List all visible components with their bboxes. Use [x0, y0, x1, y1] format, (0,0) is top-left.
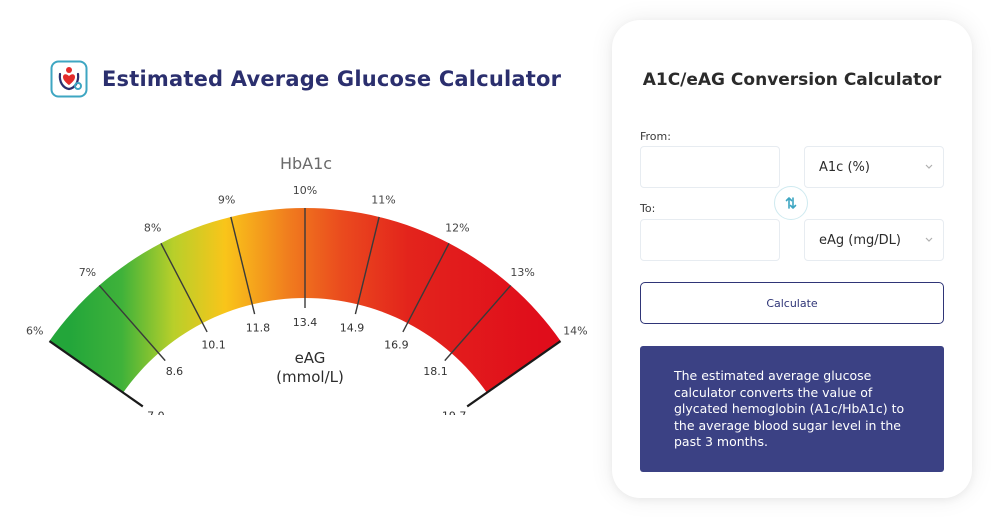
swap-arrows-icon — [785, 197, 797, 209]
gauge-inner-tick-label: 19.7 — [442, 410, 467, 415]
gauge-inner-tick-label: 18.1 — [423, 365, 448, 378]
chevron-down-icon — [925, 237, 933, 242]
conversion-calculator-card: A1C/eAG Conversion Calculator From: A1c … — [612, 20, 972, 498]
gauge-center-label-unit: (mmol/L) — [276, 368, 344, 386]
to-unit-value: eAg (mg/DL) — [819, 232, 901, 248]
heart-stethoscope-logo-icon — [50, 60, 88, 98]
gauge-inner-tick-label: 10.1 — [201, 338, 226, 351]
gauge-outer-tick-label: 11% — [371, 193, 395, 206]
gauge-tick-line — [98, 284, 166, 362]
gauge-band — [49, 208, 561, 393]
gauge-tick-line — [160, 242, 208, 333]
gauge-outer-tick-label: 10% — [293, 184, 317, 197]
info-box: The estimated average glucose calculator… — [640, 346, 944, 472]
gauge-tick-line — [466, 340, 562, 408]
gauge-inner-tick-label: 16.9 — [384, 338, 409, 351]
gauge-inner-tick-label: 11.8 — [246, 322, 271, 335]
chevron-down-icon — [925, 164, 933, 169]
from-label: From: — [640, 130, 671, 143]
gauge-outer-tick-label: 13% — [510, 266, 534, 279]
gauge-tick-line — [354, 216, 380, 315]
from-unit-select[interactable]: A1c (%) — [804, 146, 944, 188]
gauge-outer-tick-label: 8% — [144, 221, 161, 234]
page-title: Estimated Average Glucose Calculator — [102, 67, 562, 91]
gauge-tick-line — [402, 242, 450, 333]
gauge-inner-tick-label: 8.6 — [166, 365, 184, 378]
gauge-tick-line — [444, 284, 512, 362]
gauge-tick-line — [230, 216, 256, 315]
hba1c-gauge: HbA1c 6% 7% 8% 9% 10% 11% 12% 13% 14% 7.0 8.6 10.1… — [26, 154, 588, 415]
gauge-outer-tick-label: 9% — [218, 193, 235, 206]
calculate-button-label: Calculate — [766, 296, 818, 310]
gauge-title: HbA1c — [280, 154, 332, 173]
info-text: The estimated average glucose calculator… — [674, 368, 905, 449]
gauge-center-label-eag: eAG — [295, 349, 326, 367]
to-value-input[interactable] — [640, 219, 780, 261]
swap-units-button[interactable] — [774, 186, 808, 220]
to-label: To: — [640, 202, 656, 215]
gauge-outer-tick-label: 7% — [79, 266, 96, 279]
gauge-inner-tick-label: 14.9 — [340, 322, 365, 335]
calculator-title: A1C/eAG Conversion Calculator — [642, 70, 942, 90]
from-value-input[interactable] — [640, 146, 780, 188]
gauge-inner-tick-label: 7.0 — [147, 410, 165, 415]
gauge-tick-line — [48, 340, 144, 408]
calculate-button[interactable]: Calculate — [640, 282, 944, 324]
gauge-inner-tick-label: 13.4 — [293, 316, 318, 329]
header: Estimated Average Glucose Calculator — [50, 58, 561, 100]
gauge-outer-tick-label: 12% — [445, 221, 469, 234]
gauge-outer-tick-label: 14% — [563, 325, 587, 338]
to-unit-select[interactable]: eAg (mg/DL) — [804, 219, 944, 261]
gauge-outer-tick-label: 6% — [26, 325, 43, 338]
from-unit-value: A1c (%) — [819, 159, 870, 175]
